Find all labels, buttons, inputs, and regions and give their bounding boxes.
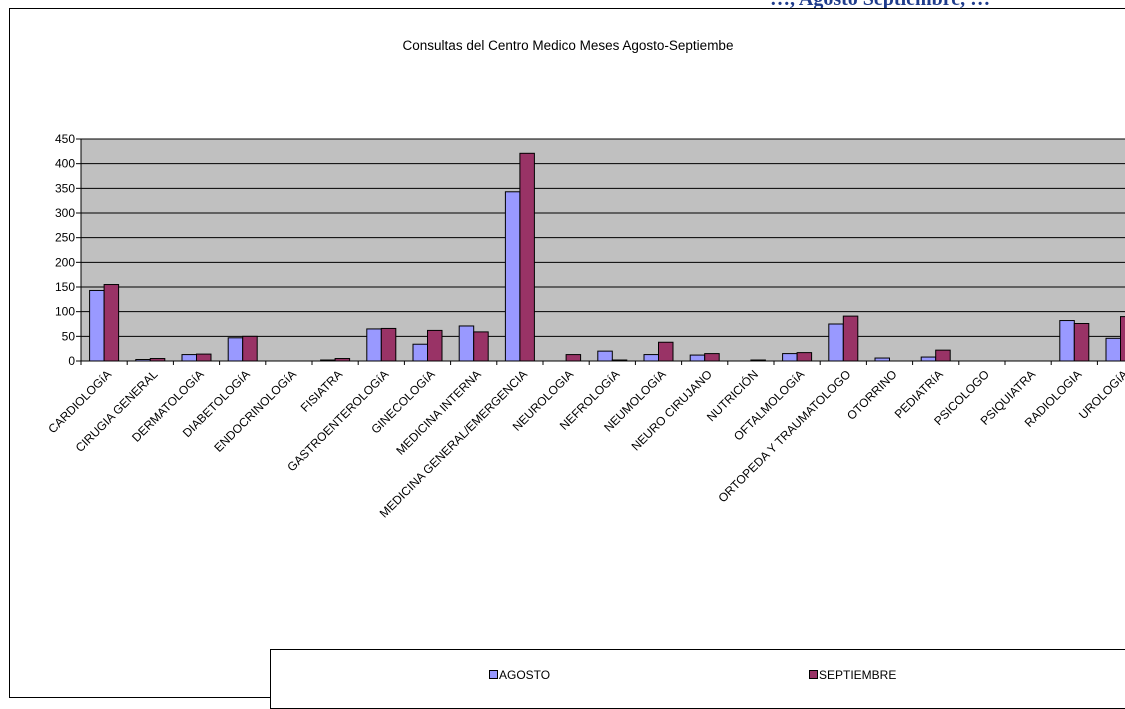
y-tick-label: 200 — [55, 255, 75, 269]
x-tick-label: OTORRINO — [844, 367, 899, 422]
bar-septiembre — [612, 360, 627, 361]
legend: AGOSTO SEPTIEMBRE — [270, 649, 1125, 709]
bar-agosto — [413, 344, 428, 361]
bar-septiembre — [381, 328, 396, 361]
y-tick-label: 250 — [55, 231, 75, 245]
y-tick-label: 300 — [55, 206, 75, 220]
bar-agosto — [505, 192, 520, 361]
x-tick-label: NEURO CIRUJANO — [629, 367, 715, 453]
bar-septiembre — [751, 360, 766, 361]
x-tick-label: FISIATRA — [298, 367, 345, 414]
x-tick-label: CIRUGIA GENERAL — [73, 367, 161, 455]
bar-septiembre — [520, 153, 535, 361]
legend-item-septiembre: SEPTIEMBRE — [809, 668, 896, 682]
bar-septiembre — [243, 336, 258, 361]
bar-agosto — [321, 360, 336, 361]
y-tick-label: 100 — [55, 305, 75, 319]
legend-item-agosto: AGOSTO — [489, 668, 550, 682]
bar-chart: Consultas del Centro Medico Meses Agosto… — [10, 9, 1125, 699]
bar-septiembre — [1121, 317, 1125, 361]
bar-septiembre — [335, 359, 350, 361]
bar-septiembre — [197, 354, 212, 361]
x-tick-label: UROLOGíA — [1076, 367, 1125, 422]
bar-agosto — [875, 358, 890, 361]
plot-area — [81, 139, 1125, 361]
bar-septiembre — [705, 354, 720, 361]
bar-agosto — [367, 329, 382, 361]
y-tick-label: 0 — [68, 354, 75, 368]
bar-agosto — [228, 338, 243, 361]
bar-agosto — [90, 290, 105, 361]
chart-title: Consultas del Centro Medico Meses Agosto… — [403, 38, 734, 53]
bar-agosto — [459, 326, 474, 361]
bar-septiembre — [566, 355, 581, 361]
legend-swatch — [809, 670, 818, 679]
bar-septiembre — [797, 353, 812, 361]
bar-agosto — [136, 360, 151, 361]
bar-septiembre — [428, 330, 443, 361]
bar-agosto — [1060, 321, 1075, 361]
chart-frame: Consultas del Centro Medico Meses Agosto… — [9, 8, 1125, 698]
bar-septiembre — [150, 359, 165, 361]
bar-agosto — [644, 355, 659, 361]
y-tick-label: 450 — [55, 132, 75, 146]
y-tick-label: 50 — [62, 329, 76, 343]
x-tick-label: MEDICINA INTERNA — [393, 367, 484, 458]
bar-agosto — [783, 354, 798, 361]
legend-label: SEPTIEMBRE — [819, 668, 896, 682]
bar-agosto — [182, 355, 197, 361]
bar-agosto — [598, 351, 613, 361]
bar-septiembre — [843, 316, 858, 361]
y-tick-label: 150 — [55, 280, 75, 294]
x-tick-label: ENDOCRINOLOGíA — [211, 367, 299, 455]
bar-septiembre — [659, 342, 674, 361]
y-tick-label: 400 — [55, 157, 75, 171]
bar-septiembre — [936, 350, 951, 361]
bar-agosto — [921, 357, 936, 361]
y-tick-label: 350 — [55, 181, 75, 195]
bar-septiembre — [474, 332, 489, 361]
bar-agosto — [690, 355, 705, 361]
bar-septiembre — [1074, 324, 1089, 361]
bar-septiembre — [104, 285, 119, 361]
bar-agosto — [829, 324, 844, 361]
bar-agosto — [1106, 338, 1121, 361]
legend-label: AGOSTO — [499, 668, 550, 682]
legend-swatch — [489, 670, 498, 679]
